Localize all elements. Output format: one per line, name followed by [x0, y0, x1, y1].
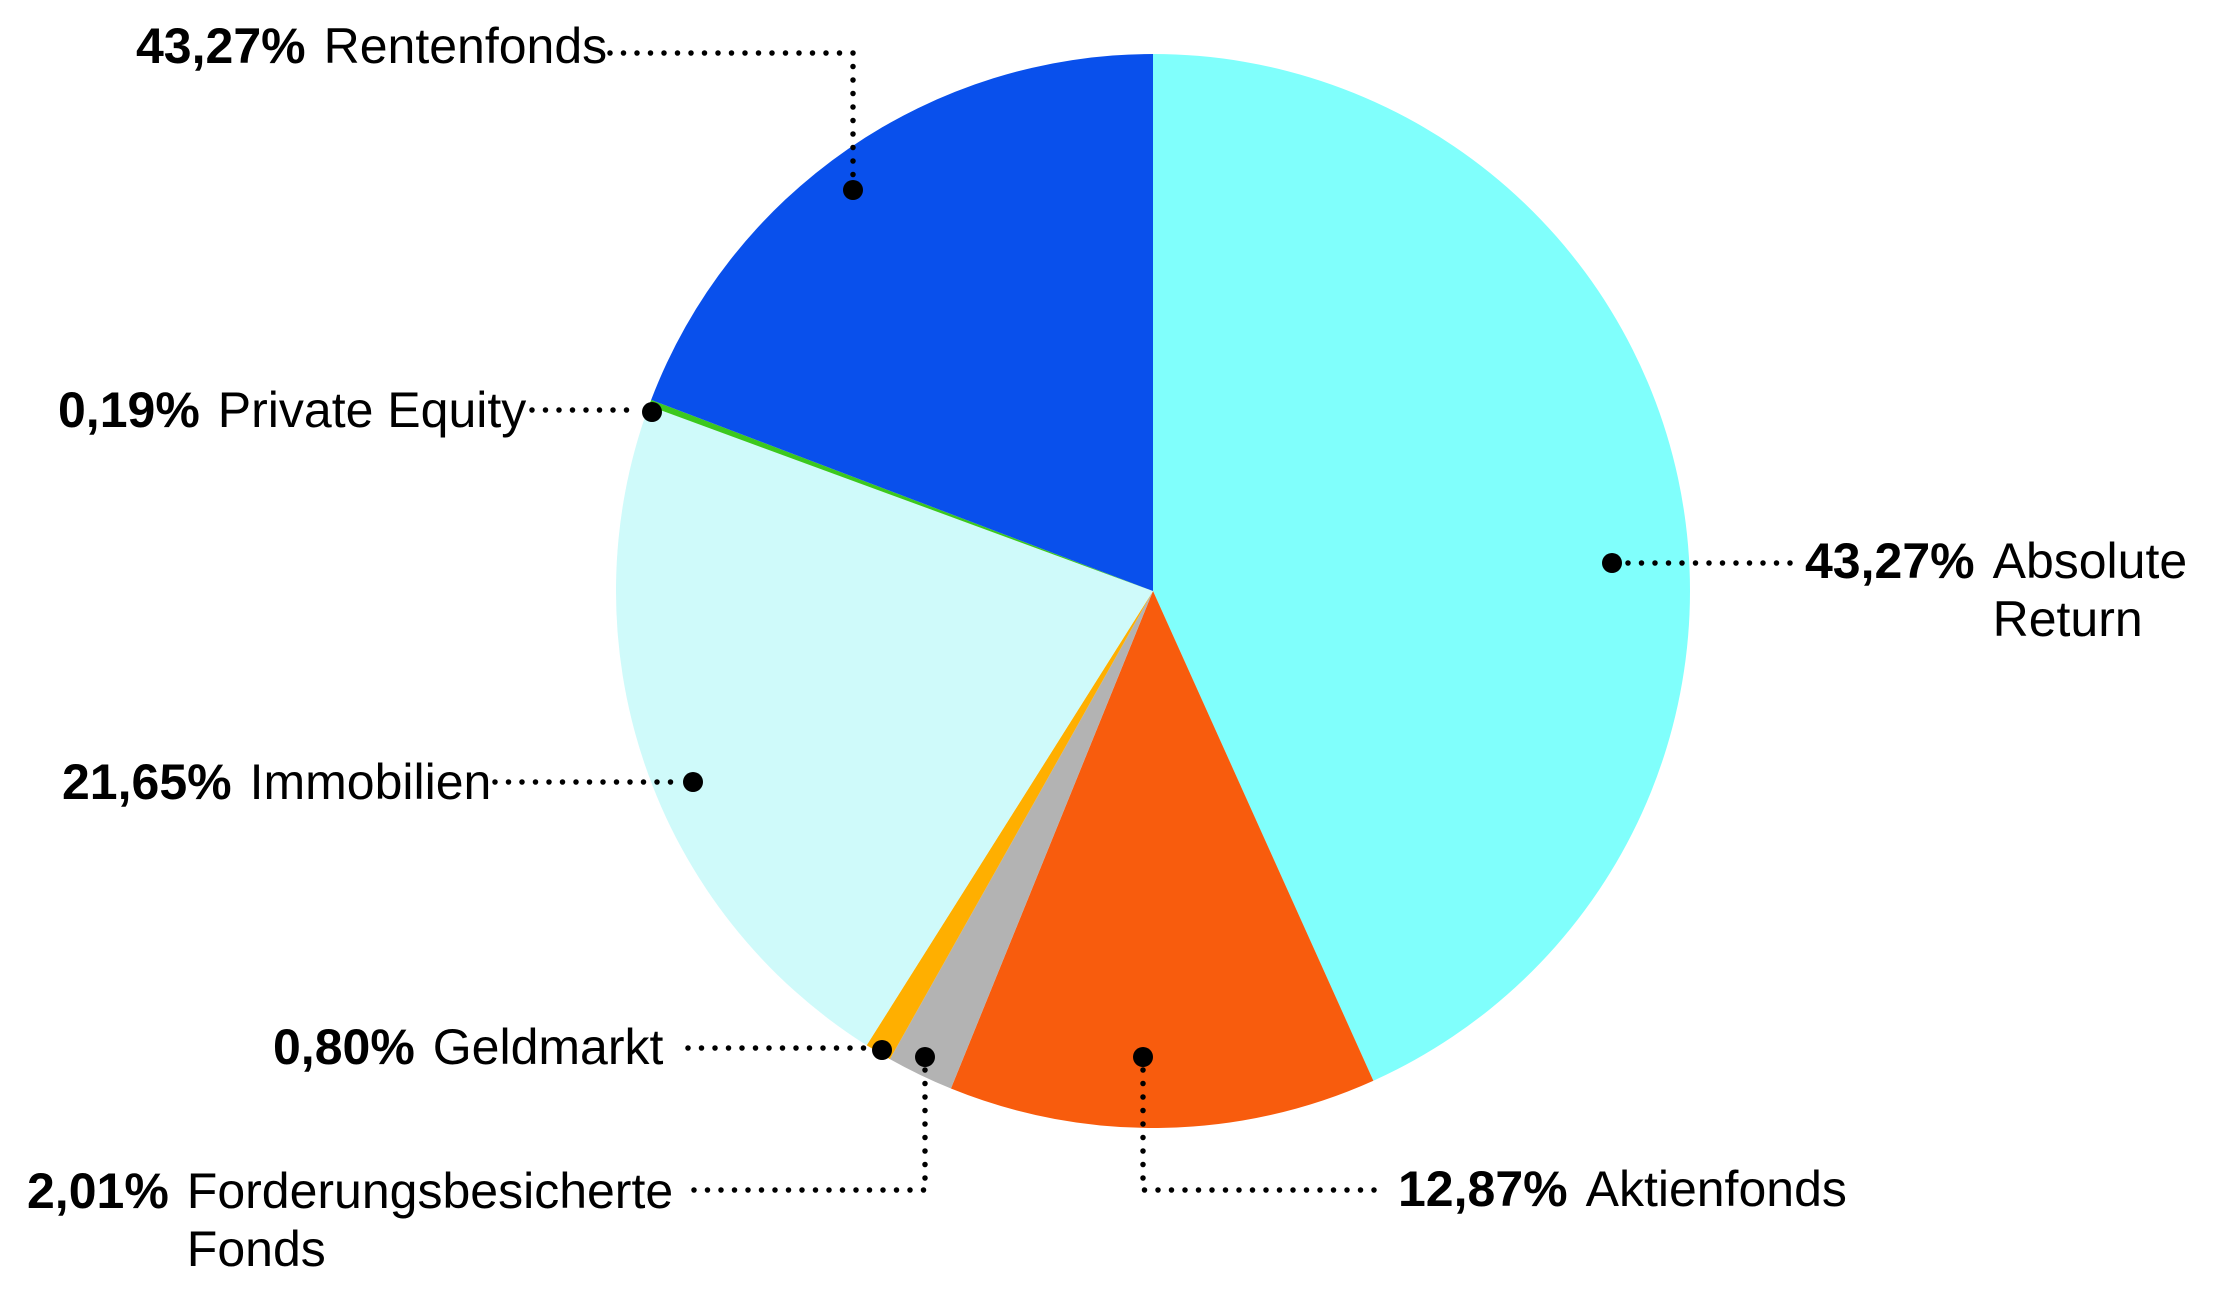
slice-label-immobilien: 21,65% Immobilien	[62, 753, 491, 811]
slice-value-rentenfonds: 43,27%	[136, 18, 306, 74]
slice-value-private-equity: 0,19%	[58, 382, 200, 438]
slice-label-private-equity: 0,19% Private Equity	[58, 381, 526, 439]
slice-label-forderungsbesicherte-fonds: 2,01% Forderungsbesicherte Fonds	[27, 1162, 697, 1278]
leader-dot-immobilien	[683, 772, 703, 792]
pie-slice-absolute-return	[1153, 54, 1690, 1081]
pie-slice-forderungsbesicherte-fonds	[889, 591, 1153, 1089]
pie-slice-private-equity	[648, 399, 1153, 591]
slice-label-rentenfonds: 43,27% Rentenfonds	[136, 17, 607, 75]
leader-dot-absolute-return	[1602, 553, 1622, 573]
leader-line-aktienfonds	[1140, 1067, 1388, 1193]
pie-slice-immobilien	[616, 405, 1153, 1046]
slice-value-forderungsbesicherte-fonds: 2,01%	[27, 1163, 169, 1219]
leader-dot-aktienfonds	[1133, 1047, 1153, 1067]
pie-slice-geldmarkt	[866, 591, 1153, 1060]
slice-label-aktienfonds: 12,87% Aktienfonds	[1398, 1160, 1847, 1218]
slice-name-immobilien: Immobilien	[249, 754, 492, 810]
slice-name-absolute-return: Absolute Return	[1992, 533, 2188, 647]
slice-label-absolute-return: 43,27% Absolute Return	[1805, 532, 2203, 648]
leader-dot-geldmarkt	[872, 1040, 892, 1060]
slice-name-geldmarkt: Geldmarkt	[432, 1019, 664, 1075]
slice-name-private-equity: Private Equity	[217, 382, 527, 438]
pie-slice-aktienfonds	[950, 591, 1374, 1128]
leader-dot-rentenfonds	[843, 180, 863, 200]
leader-dot-private-equity	[642, 402, 662, 422]
slice-name-forderungsbesicherte-fonds: Forderungsbesicherte Fonds	[186, 1163, 674, 1277]
slice-value-aktienfonds: 12,87%	[1398, 1161, 1568, 1217]
slice-value-immobilien: 21,65%	[62, 754, 232, 810]
leader-line-rentenfonds	[607, 50, 856, 185]
slice-value-geldmarkt: 0,80%	[273, 1019, 415, 1075]
slice-value-absolute-return: 43,27%	[1805, 533, 1975, 589]
leader-line-forderungsbesicherte-fonds	[687, 1067, 928, 1193]
slice-label-geldmarkt: 0,80% Geldmarkt	[273, 1018, 663, 1076]
pie-slice-rentenfonds	[651, 53, 1153, 591]
slice-name-rentenfonds: Rentenfonds	[323, 18, 608, 74]
slice-name-aktienfonds: Aktienfonds	[1585, 1161, 1847, 1217]
leader-dot-forderungsbesicherte-fonds	[915, 1047, 935, 1067]
